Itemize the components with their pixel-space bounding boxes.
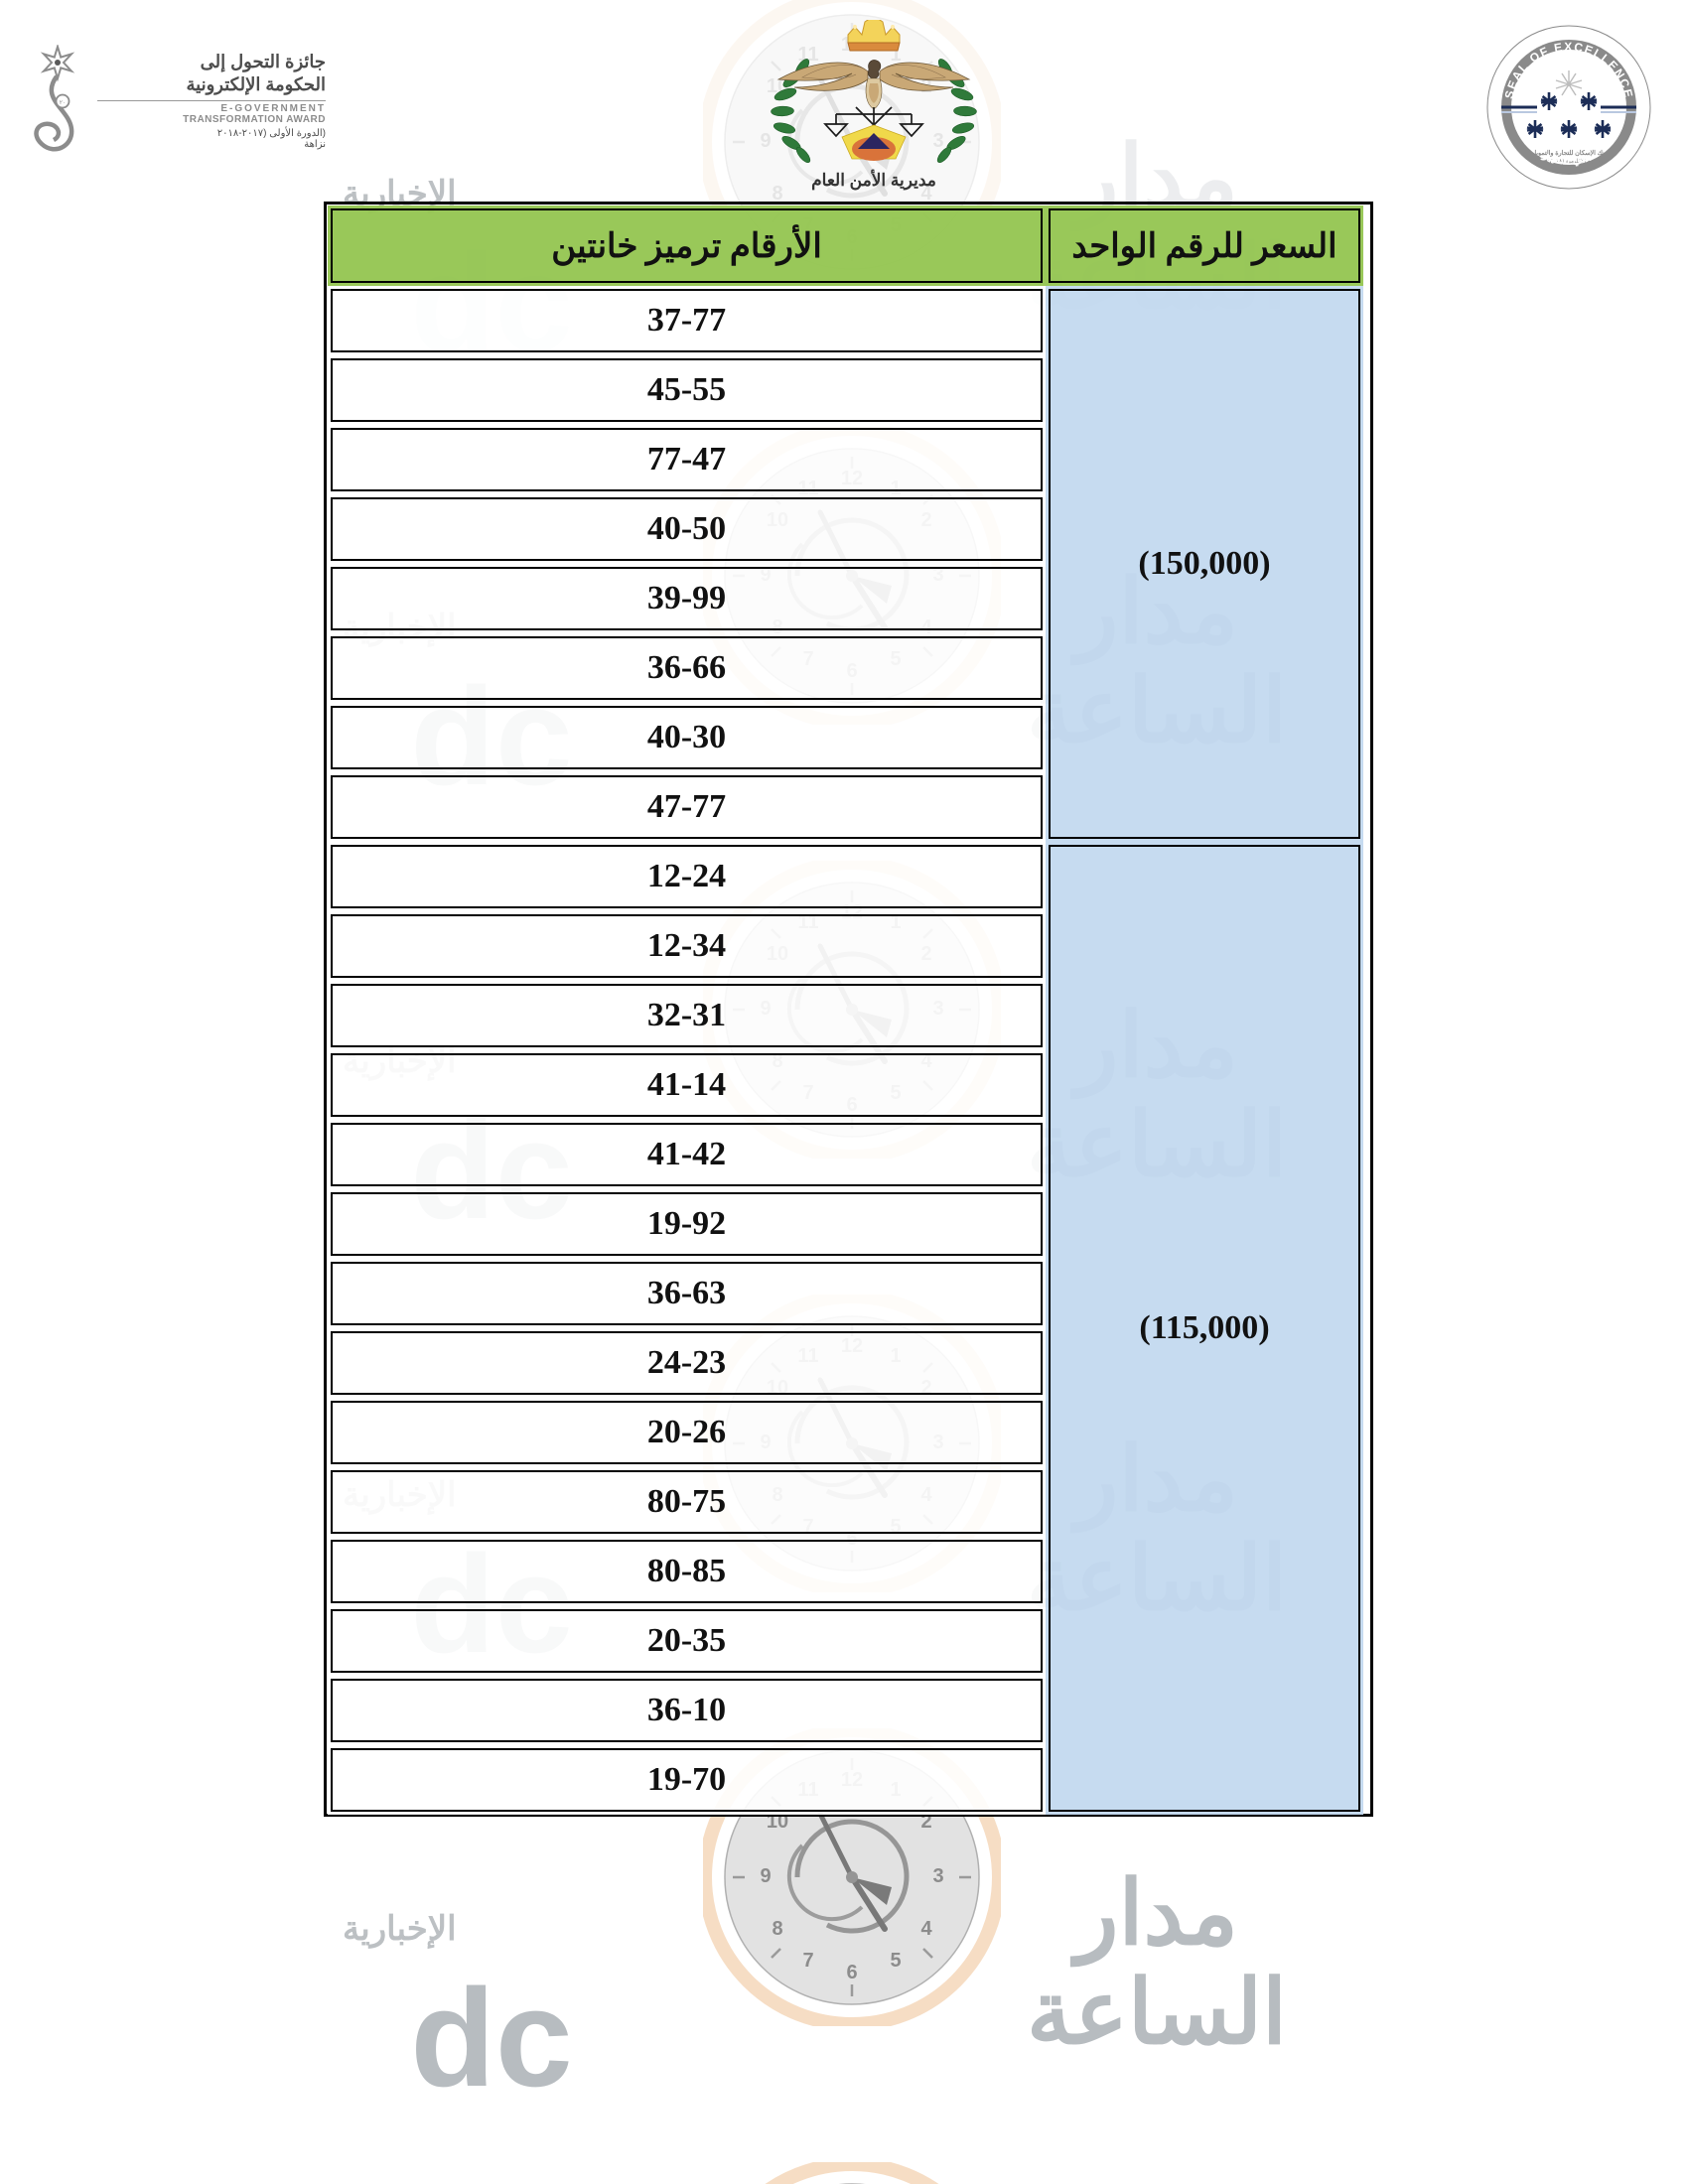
svg-text:٢٠: ٢٠ <box>60 100 66 106</box>
